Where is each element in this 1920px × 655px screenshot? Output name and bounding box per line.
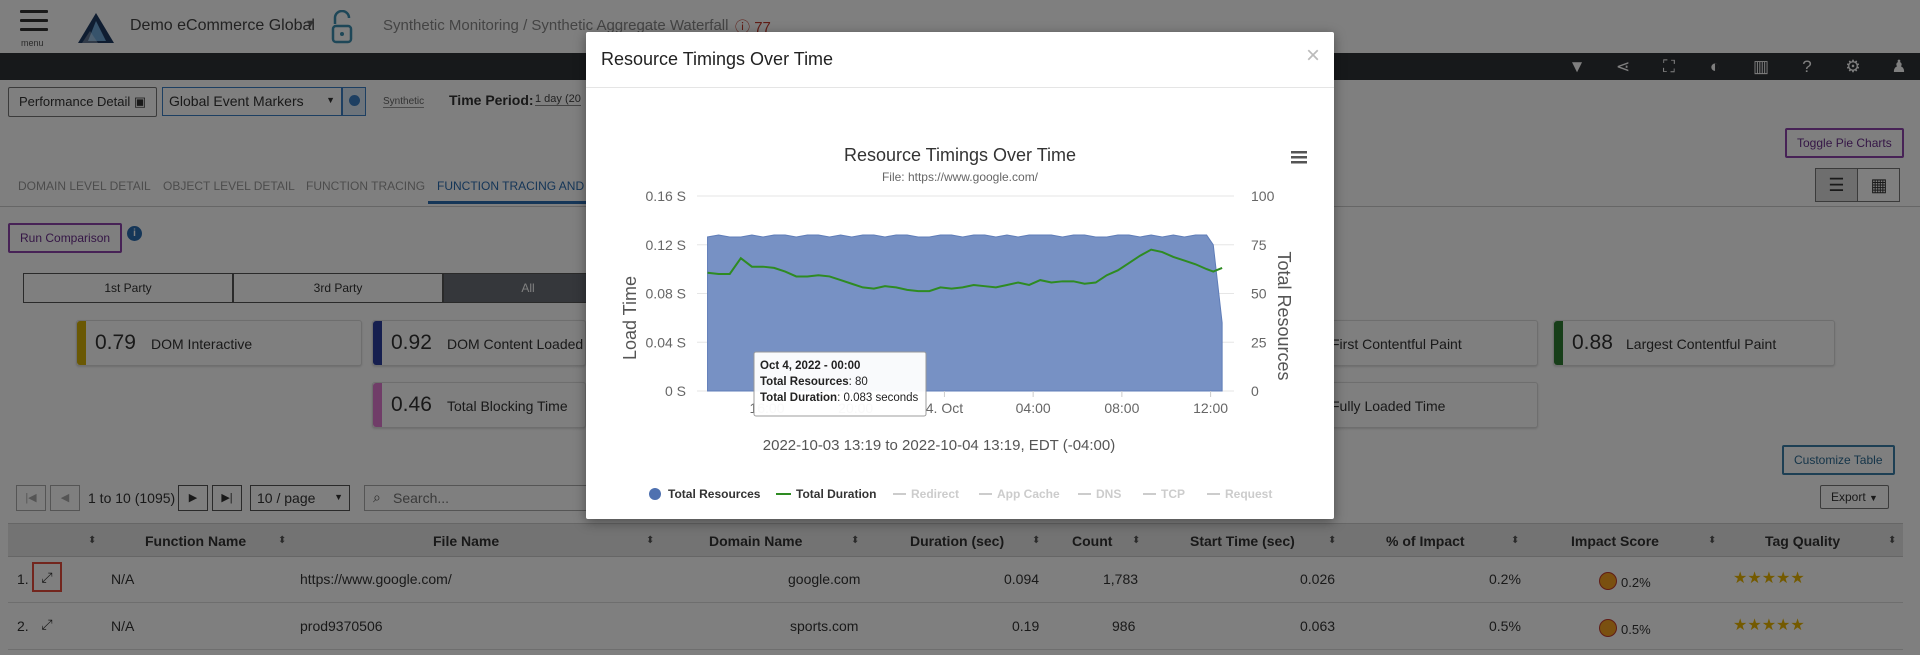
y-right-tick-label: 0 [1251, 383, 1259, 399]
chart-subtitle: File: https://www.google.com/ [882, 170, 1039, 184]
legend-item-redirect[interactable]: Redirect [893, 487, 959, 501]
x-tick-label: 04:00 [1016, 400, 1051, 416]
y-left-tick-label: 0.04 S [646, 334, 686, 350]
modal-header: Resource Timings Over Time × [586, 32, 1334, 88]
legend-item-dns[interactable]: DNS [1078, 487, 1121, 501]
chart-menu-icon[interactable] [1291, 151, 1307, 164]
close-icon[interactable]: × [1305, 42, 1320, 69]
legend-label: Redirect [911, 487, 959, 501]
legend-label: Total Resources [668, 487, 761, 501]
legend-label: Request [1225, 487, 1272, 501]
x-axis-label: 2022-10-03 13:19 to 2022-10-04 13:19, ED… [763, 437, 1115, 454]
y-right-tick-label: 50 [1251, 286, 1267, 302]
y-left-tick-label: 0 S [665, 383, 686, 399]
legend-label: DNS [1096, 487, 1121, 501]
y-left-tick-label: 0.08 S [646, 286, 686, 302]
resource-timings-chart: Resource Timings Over Time File: https:/… [620, 145, 1307, 501]
modal-title: Resource Timings Over Time [601, 49, 834, 69]
legend-item-tcp[interactable]: TCP [1143, 487, 1185, 501]
y-right-tick-label: 75 [1251, 237, 1267, 253]
y-axis-left-label: Load Time [620, 276, 640, 360]
y-left-tick-label: 0.12 S [646, 237, 686, 253]
legend-label: Total Duration [796, 487, 876, 501]
legend-item-total-resources[interactable]: Total Resources [649, 487, 761, 501]
legend-item-app-cache[interactable]: App Cache [979, 487, 1060, 501]
chart-container: Resource Timings Over Time File: https:/… [586, 88, 1334, 519]
tooltip-title: Oct 4, 2022 - 00:00 [760, 360, 860, 372]
legend-item-request[interactable]: Request [1207, 487, 1272, 501]
x-tick-label: 08:00 [1104, 400, 1139, 416]
series-total-duration-line [707, 248, 1223, 293]
legend-label: TCP [1161, 487, 1185, 501]
chart-legend: Total Resources Total Duration Redirect … [649, 487, 1272, 501]
tooltip-resources-label: Total Resources [760, 376, 849, 388]
legend-label: App Cache [997, 487, 1060, 501]
x-tick-label: 4. Oct [926, 400, 963, 416]
x-tick-label: 12:00 [1193, 400, 1228, 416]
tooltip-duration-label: Total Duration [760, 392, 837, 404]
y-right-tick-label: 25 [1251, 334, 1267, 350]
tooltip-line-duration: Total Duration: 0.083 seconds [760, 392, 919, 404]
chart-tooltip: Oct 4, 2022 - 00:00 Total Resources: 80 … [753, 351, 927, 417]
resource-timings-modal: Resource Timings Over Time × Resource Ti… [586, 32, 1334, 519]
tooltip-duration-value: : 0.083 seconds [837, 392, 918, 404]
y-left-tick-label: 0.16 S [646, 188, 686, 204]
y-right-tick-label: 100 [1251, 188, 1275, 204]
y-axis-right-label: Total Resources [1274, 251, 1294, 380]
legend-item-total-duration[interactable]: Total Duration [776, 487, 876, 501]
tooltip-line-resources: Total Resources: 80 [760, 376, 868, 388]
tooltip-resources-value: : 80 [849, 376, 868, 388]
chart-title: Resource Timings Over Time [844, 145, 1076, 165]
